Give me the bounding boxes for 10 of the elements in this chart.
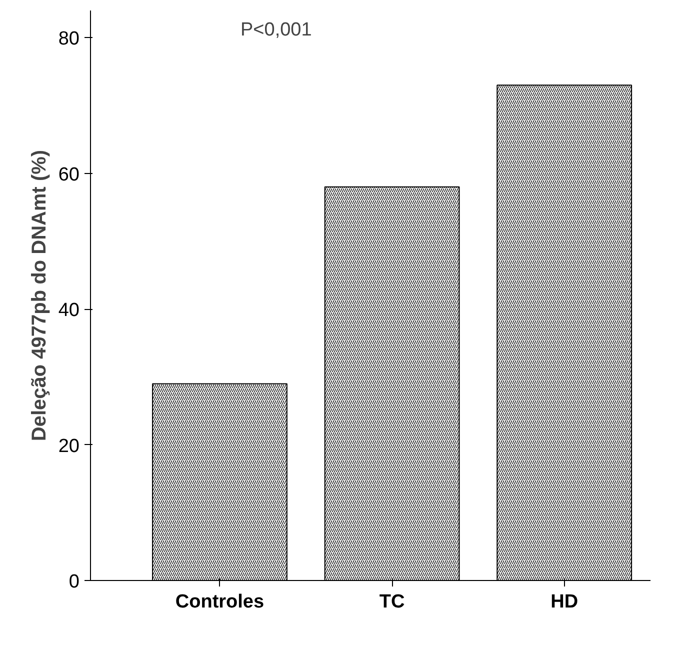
y-tick-label: 20 bbox=[58, 436, 80, 457]
x-tick-label: Controles bbox=[175, 592, 264, 612]
x-tick-label: HD bbox=[550, 592, 578, 612]
y-axis-title: Deleção 4977pb do DNAmt (%) bbox=[28, 150, 50, 442]
y-tick-label: 0 bbox=[68, 572, 80, 592]
y-tick-label: 40 bbox=[58, 300, 80, 322]
x-tick-label: TC bbox=[379, 592, 405, 612]
y-tick-label: 60 bbox=[58, 164, 80, 186]
annotation: P<0,001 bbox=[240, 20, 312, 40]
y-tick-label: 80 bbox=[58, 28, 80, 50]
